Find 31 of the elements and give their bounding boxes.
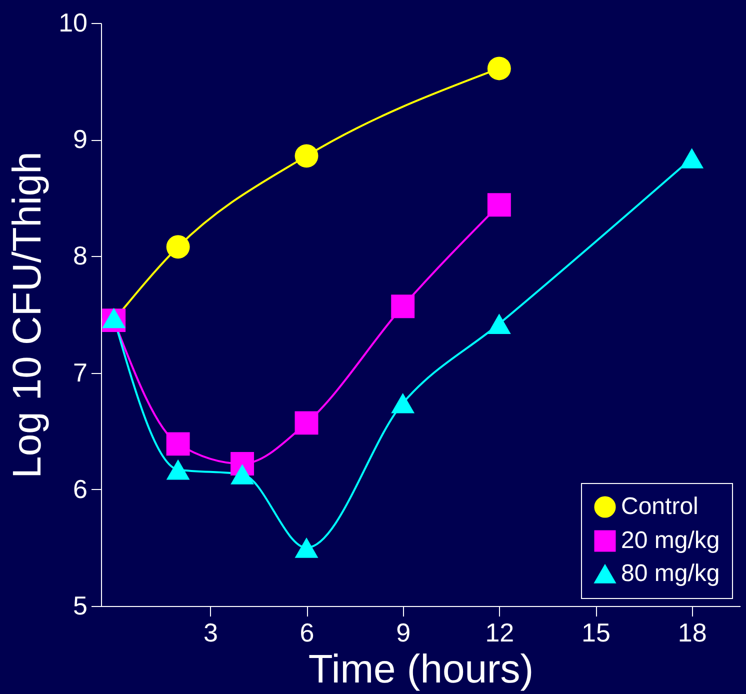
point [166, 459, 190, 480]
x-tick-label: 15 [582, 618, 610, 648]
y-tick-label: 10 [58, 8, 88, 38]
x-tick-label: 6 [300, 618, 314, 648]
y-tick-label: 7 [73, 357, 88, 388]
point [487, 56, 511, 80]
x-tick-label: 3 [203, 618, 218, 648]
y-tick-label: 8 [73, 240, 88, 271]
legend-label: 80 mg/kg [621, 560, 720, 587]
point [294, 144, 318, 168]
point [680, 148, 704, 168]
point [166, 432, 190, 456]
point [391, 294, 415, 318]
point [294, 538, 318, 558]
y-axis-title: Log 10 CFU/Thigh [6, 152, 50, 478]
point [487, 193, 511, 217]
point [102, 308, 126, 328]
point [294, 411, 318, 435]
x-tick-label: 12 [485, 618, 514, 648]
point [166, 235, 190, 259]
x-axis-title: Time (hours) [308, 648, 534, 692]
point [230, 464, 254, 484]
legend-label: 20 mg/kg [621, 527, 720, 554]
point [487, 314, 511, 334]
x-tick-label: 9 [396, 618, 411, 648]
y-tick-label: 9 [73, 124, 88, 154]
legend-label: Control [621, 493, 698, 520]
x-tick-label: 18 [678, 618, 707, 648]
y-tick-label: 6 [73, 474, 88, 504]
y-tick-label: 5 [73, 590, 88, 620]
point [391, 392, 415, 414]
